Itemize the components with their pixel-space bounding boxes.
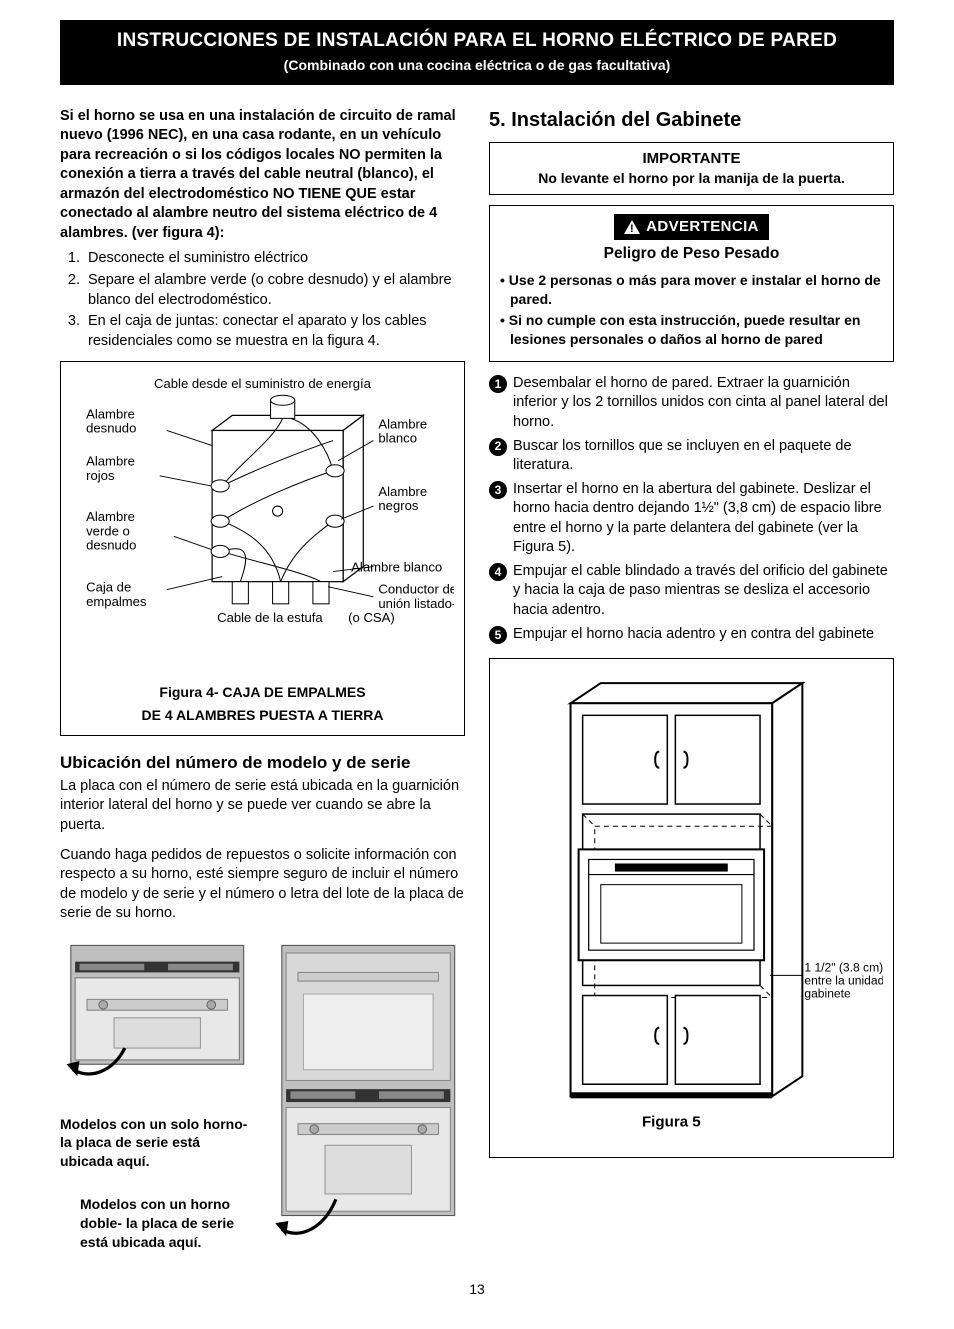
section-5-title: 5. Instalación del Gabinete [489, 107, 894, 134]
figure-4-diagram: Cable desde el suministro de energía Ala… [71, 370, 454, 672]
warning-subtitle: Peligro de Peso Pesado [500, 244, 883, 265]
svg-text:Alambrerojos: Alambrerojos [86, 454, 135, 483]
step-text: Desembalar el horno de pared. Extraer la… [513, 374, 894, 433]
svg-text:Alambre blanco: Alambre blanco [351, 560, 442, 575]
warning-icon: ! [624, 220, 640, 234]
step-item: 2 Buscar los tornillos que se incluyen en… [489, 437, 894, 476]
figure-4-caption-1: Figura 4- CAJA DE EMPALMES [71, 683, 454, 702]
step-number-icon: 2 [489, 438, 507, 456]
header-subtitle: (Combinado con una cocina eléctrica o de… [70, 56, 884, 75]
header-title: INSTRUCCIONES DE INSTALACIÓN PARA EL HOR… [70, 28, 884, 54]
page-number: 13 [60, 1280, 894, 1299]
single-oven-image [60, 940, 255, 1102]
intro-tail: . (ver figura 4): [124, 225, 225, 241]
steps-list: 1 Desembalar el horno de pared. Extraer l… [489, 374, 894, 644]
important-text: No levante el horno por la manija de la … [500, 169, 883, 188]
svg-text:1 1/2" (3.8 cm) distanciaentre: 1 1/2" (3.8 cm) distanciaentre la unidad… [804, 960, 883, 1000]
svg-text:Cable de la estufa: Cable de la estufa [217, 610, 323, 625]
svg-text:!: ! [630, 223, 634, 234]
list-item: Desconecte el suministro eléctrico [84, 249, 465, 269]
right-column: 5. Instalación del Gabinete IMPORTANTE N… [489, 107, 894, 1260]
svg-text:Alambreverde odesnudo: Alambreverde odesnudo [86, 509, 136, 552]
double-oven-image [271, 940, 466, 1253]
svg-text:Alambrenegros: Alambrenegros [378, 484, 427, 513]
warning-box: ! ADVERTENCIA Peligro de Peso Pesado Use… [489, 205, 894, 362]
numbered-list: Desconecte el suministro eléctrico Separ… [60, 249, 465, 351]
important-box: IMPORTANTE No levante el horno por la ma… [489, 142, 894, 195]
step-number-icon: 3 [489, 481, 507, 499]
step-text: Insertar el horno en la abertura del gab… [513, 480, 894, 558]
header-bar: INSTRUCCIONES DE INSTALACIÓN PARA EL HOR… [60, 20, 894, 85]
fig4-label-top: Cable desde el suministro de energía [154, 376, 372, 391]
warning-bullet: Use 2 personas o más para mover e instal… [500, 271, 883, 309]
step-number-icon: 1 [489, 375, 507, 393]
warning-badge: ! ADVERTENCIA [614, 214, 769, 240]
step-number-icon: 5 [489, 626, 507, 644]
svg-text:Conductor deunión listado-UL: Conductor deunión listado-UL [378, 582, 454, 611]
step-item: 1 Desembalar el horno de pared. Extraer l… [489, 374, 894, 433]
svg-text:Alambredesnudo: Alambredesnudo [86, 407, 136, 436]
single-oven-caption: Modelos con un solo horno- la placa de s… [60, 1115, 255, 1172]
intro-bold: Si el horno se usa en una instalación de… [60, 108, 456, 241]
single-oven-col: Modelos con un solo horno- la placa de s… [60, 940, 255, 1252]
intro-paragraph: Si el horno se usa en una instalación de… [60, 107, 465, 244]
model-p1: La placa con el número de serie está ubi… [60, 777, 465, 836]
figure-5-diagram: 1 1/2" (3.8 cm) distanciaentre la unidad… [500, 673, 883, 1137]
step-text: Empujar el cable blindado a través del o… [513, 562, 894, 621]
double-oven-caption: Modelos con un horno doble- la placa de … [60, 1195, 255, 1252]
figure-4-box: Cable desde el suministro de energía Ala… [60, 361, 465, 736]
double-oven-col [271, 940, 466, 1260]
warning-bullets: Use 2 personas o más para mover e instal… [500, 271, 883, 349]
important-title: IMPORTANTE [500, 149, 883, 169]
step-number-icon: 4 [489, 563, 507, 581]
list-item: Separe el alambre verde (o cobre desnudo… [84, 271, 465, 310]
warning-bullet: Si no cumple con esta instrucción, puede… [500, 311, 883, 349]
step-item: 5 Empujar el horno hacia adentro y en con… [489, 625, 894, 645]
model-heading: Ubicación del número de modelo y de seri… [60, 752, 465, 775]
model-p2: Cuando haga pedidos de repuestos o solic… [60, 846, 465, 924]
step-item: 3 Insertar el horno en la abertura del ga… [489, 480, 894, 558]
step-item: 4 Empujar el cable blindado a través del … [489, 562, 894, 621]
left-column: Si el horno se usa en una instalación de… [60, 107, 465, 1260]
svg-text:Caja deempalmes: Caja deempalmes [86, 580, 147, 609]
figure-4-caption-2: DE 4 ALAMBRES PUESTA A TIERRA [71, 706, 454, 725]
figure-5-caption: Figura 5 [642, 1114, 701, 1131]
svg-text:(o CSA): (o CSA) [348, 610, 395, 625]
step-text: Buscar los tornillos que se incluyen en … [513, 437, 894, 476]
step-text: Empujar el horno hacia adentro y en cont… [513, 625, 894, 645]
svg-text:Alambreblanco: Alambreblanco [378, 417, 427, 446]
figure-5-box: 1 1/2" (3.8 cm) distanciaentre la unidad… [489, 658, 894, 1158]
model-images-row: Modelos con un solo horno- la placa de s… [60, 940, 465, 1260]
warning-badge-text: ADVERTENCIA [646, 217, 759, 237]
list-item: En el caja de juntas: conectar el aparat… [84, 312, 465, 351]
main-columns: Si el horno se usa en una instalación de… [60, 107, 894, 1260]
